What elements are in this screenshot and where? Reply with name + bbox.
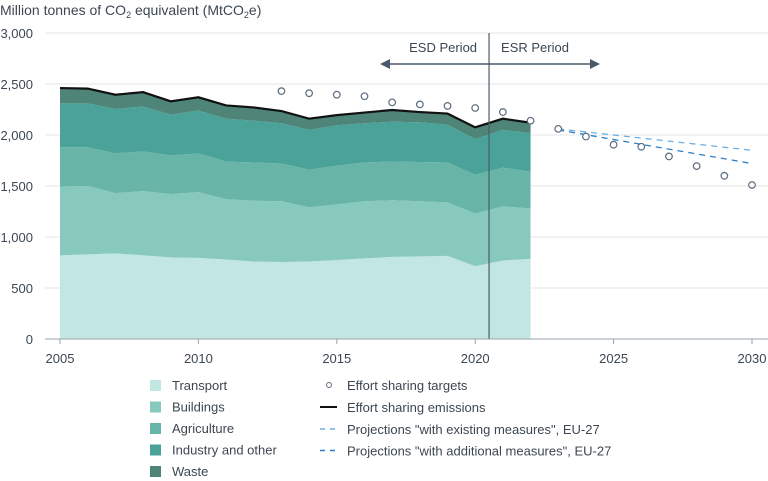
area-industry-and-other (60, 103, 531, 175)
x-tick-label: 2010 (184, 351, 213, 366)
target-point (388, 98, 397, 107)
y-tick-label: 0 (26, 332, 33, 347)
target-point (582, 132, 590, 141)
x-tick-label: 2020 (461, 351, 490, 366)
y-tick-label: 2,000 (0, 128, 33, 143)
y-tick-label: 1,000 (0, 230, 33, 245)
area-buildings (60, 186, 531, 267)
target-point (360, 92, 369, 101)
esr-arrowhead-icon (590, 59, 600, 69)
legend-label: Industry and other (172, 443, 277, 458)
legend-label: Transport (172, 378, 228, 393)
target-point (471, 104, 480, 112)
x-tick-label: 2005 (46, 351, 75, 366)
legend-label: Projections "with existing measures", EU… (347, 422, 600, 437)
target-point (665, 152, 673, 161)
target-point (637, 142, 646, 151)
target-point (720, 171, 729, 180)
target-point (609, 140, 618, 149)
target-point (498, 108, 507, 116)
target-point (277, 87, 286, 96)
legend-swatch (150, 466, 161, 477)
target-point (415, 100, 424, 109)
x-tick-label: 2025 (599, 351, 628, 366)
legend-label: Agriculture (172, 421, 234, 436)
target-point (554, 124, 563, 133)
y-tick-label: 2,500 (0, 77, 33, 92)
esr-period-label: ESR Period (501, 40, 569, 55)
target-point (443, 102, 452, 110)
target-point (748, 181, 756, 189)
target-point (526, 116, 535, 125)
target-point (332, 90, 341, 99)
legend-swatch (150, 380, 161, 391)
legend-label: Effort sharing targets (347, 378, 468, 393)
legend-target-icon (326, 382, 332, 388)
y-tick-label: 3,000 (0, 26, 33, 41)
legend-swatch (150, 401, 161, 413)
legend-label: Effort sharing emissions (347, 400, 486, 415)
x-tick-label: 2030 (738, 351, 767, 366)
target-point (692, 162, 701, 171)
legend-label: Buildings (172, 400, 225, 415)
esd-period-label: ESD Period (409, 40, 477, 55)
area-transport (60, 253, 531, 339)
legend-swatch (150, 444, 161, 456)
legend-label: Projections "with additional measures", … (347, 444, 611, 459)
esd-arrowhead-icon (380, 59, 390, 69)
y-tick-label: 1,500 (0, 179, 33, 194)
emissions-line (59, 86, 531, 129)
legend-label: Waste (172, 464, 208, 479)
legend-swatch (150, 423, 161, 434)
x-tick-label: 2015 (322, 351, 351, 366)
area-agriculture (60, 147, 531, 214)
target-point (305, 89, 314, 98)
y-tick-label: 500 (11, 281, 33, 296)
y-axis-label: Million tonnes of CO2 equivalent (MtCO2e… (0, 2, 261, 20)
